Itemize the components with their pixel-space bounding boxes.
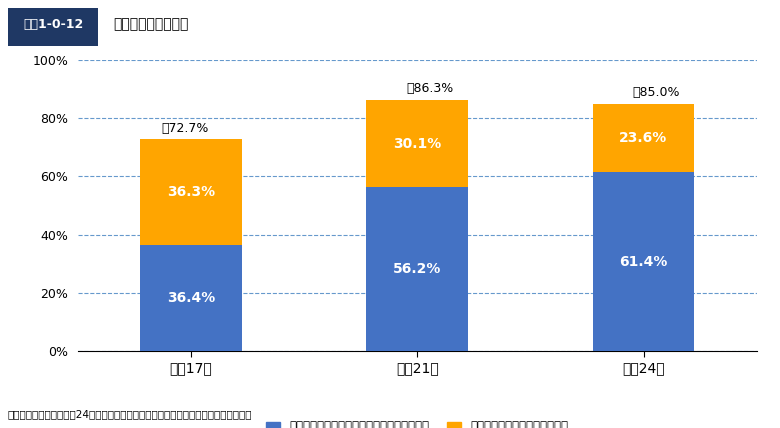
Text: 30.1%: 30.1% <box>393 137 441 151</box>
Text: 36.4%: 36.4% <box>167 291 215 305</box>
Bar <box>593 104 694 172</box>
Text: 23.6%: 23.6% <box>619 131 668 145</box>
Text: 計85.0%: 計85.0% <box>632 86 679 99</box>
Text: 計72.7%: 計72.7% <box>161 122 209 135</box>
Bar <box>140 245 242 351</box>
Text: 61.4%: 61.4% <box>619 255 668 269</box>
Text: 病院の耐震化の状況: 病院の耐震化の状況 <box>113 18 189 32</box>
Text: 計86.3%: 計86.3% <box>406 83 453 95</box>
Text: 出典：厚生労働省「平成24年度病院の耐震改修状況調査の結果」をもとに内閣府作成: 出典：厚生労働省「平成24年度病院の耐震改修状況調査の結果」をもとに内閣府作成 <box>8 410 252 419</box>
Bar <box>140 140 242 245</box>
Text: 36.3%: 36.3% <box>167 185 215 199</box>
FancyBboxPatch shape <box>8 8 98 46</box>
Bar <box>593 172 694 351</box>
Text: 図表1-0-12: 図表1-0-12 <box>23 18 83 31</box>
Legend: 全ての建物に耐震性がある病院（耐震化率）, 一部の建物に耐震性がある病院: 全ての建物に耐震性がある病院（耐震化率）, 一部の建物に耐震性がある病院 <box>261 416 573 428</box>
Text: 56.2%: 56.2% <box>393 262 441 276</box>
Bar <box>367 100 468 187</box>
Bar <box>367 187 468 351</box>
